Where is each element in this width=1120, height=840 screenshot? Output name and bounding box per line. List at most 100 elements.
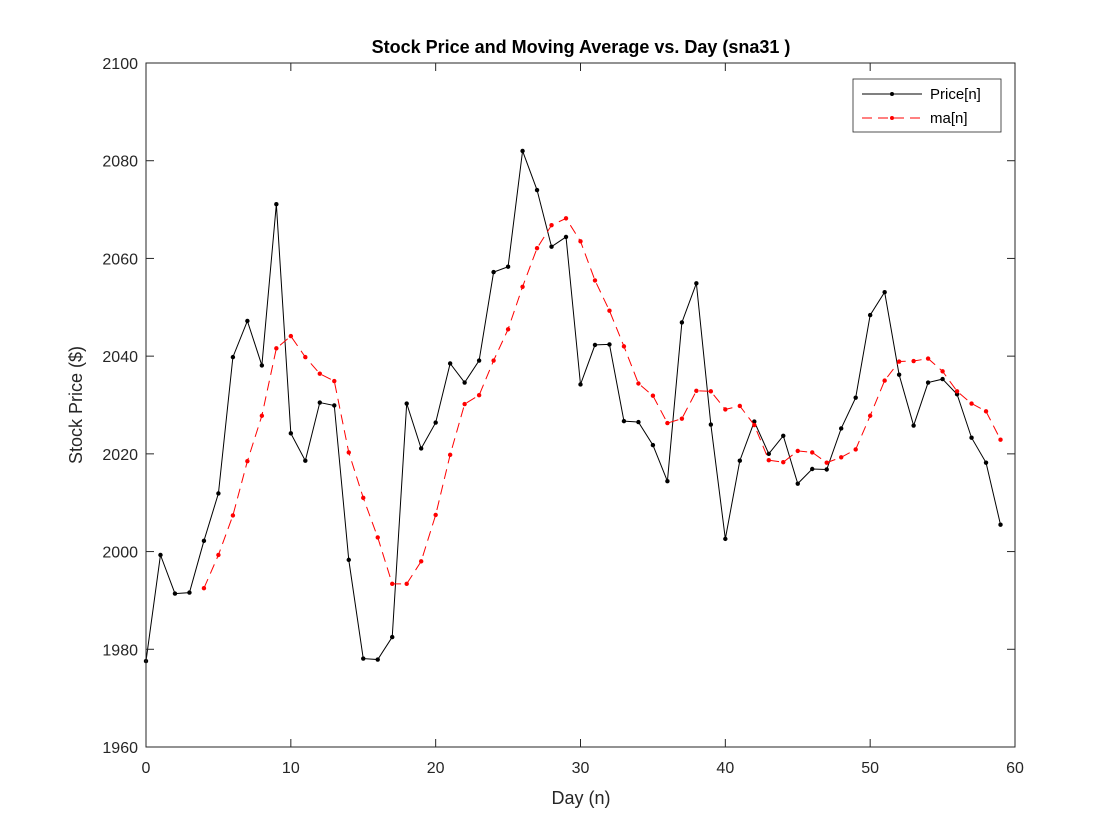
data-point-price [665, 479, 670, 484]
data-point-price [853, 395, 858, 400]
data-point-ma [781, 459, 786, 465]
data-point-ma [332, 378, 337, 384]
data-point-price [245, 318, 250, 324]
data-point-price [839, 426, 844, 431]
data-point-ma [491, 358, 496, 363]
data-point-price [940, 376, 945, 382]
data-point-ma [636, 381, 641, 386]
data-point-price [259, 363, 265, 368]
x-tick-label: 40 [716, 760, 734, 777]
data-point-ma [650, 393, 656, 398]
data-point-price [882, 289, 887, 295]
y-tick-label: 2040 [102, 349, 138, 366]
data-point-price [332, 403, 337, 408]
y-tick-label: 2100 [102, 56, 138, 73]
y-tick-label: 2060 [102, 251, 138, 268]
plot-area [146, 63, 1015, 747]
data-point-ma [245, 458, 250, 464]
data-point-ma [447, 452, 453, 458]
y-tick-label: 2020 [102, 447, 138, 464]
ticks-layer: 0 10 20 30 40 50 60 1960 1980 2000 2020 2040 2060 208… [102, 56, 1024, 777]
data-point-ma [694, 388, 699, 394]
x-tick-label: 30 [572, 760, 590, 777]
x-axis-label: Day (n) [551, 788, 610, 808]
x-tick-label: 0 [142, 760, 151, 777]
data-point-ma [578, 239, 583, 244]
data-point-ma [230, 513, 236, 518]
data-point-price [607, 342, 612, 347]
data-point-price [911, 423, 916, 428]
data-point-ma [549, 223, 554, 228]
y-tick-label: 1960 [102, 740, 138, 757]
data-point-price [867, 312, 873, 318]
data-point-ma [940, 369, 945, 374]
data-point-ma [433, 512, 438, 518]
data-point-price [752, 419, 757, 424]
data-point-price [781, 433, 786, 438]
data-point-price [375, 657, 380, 662]
data-point-price [201, 538, 207, 544]
data-point-ma [839, 455, 844, 460]
data-point-price [534, 187, 540, 193]
legend-label-price: Price[n] [930, 86, 981, 103]
data-point-price [433, 420, 438, 425]
data-point-price [737, 458, 743, 463]
chart-title: Stock Price and Moving Average vs. Day (… [372, 37, 791, 57]
data-point-ma [390, 581, 395, 587]
data-point-price [896, 372, 902, 377]
data-point-price [158, 552, 163, 558]
data-point-ma [954, 389, 960, 394]
data-point-price [476, 358, 482, 363]
data-point-price [824, 467, 829, 472]
data-point-price [520, 148, 525, 154]
data-point-ma [708, 389, 714, 394]
x-tick-label: 60 [1006, 760, 1024, 777]
data-point-price [636, 419, 641, 425]
data-point-ma [998, 437, 1003, 442]
data-point-ma [274, 346, 279, 351]
data-point-ma [404, 581, 409, 587]
data-point-price [216, 491, 221, 496]
data-point-price [172, 591, 178, 596]
data-point-ma [766, 458, 771, 463]
data-point-price [592, 342, 598, 348]
data-point-ma [201, 586, 207, 591]
data-point-price [810, 466, 815, 472]
data-point-price [723, 536, 728, 542]
data-point-price [187, 590, 192, 595]
series-line-price [145, 150, 1002, 662]
data-point-price [447, 361, 453, 366]
legend-marker-price [890, 92, 894, 96]
data-point-price [621, 418, 627, 424]
data-point-price [317, 400, 322, 405]
data-point-ma [665, 420, 670, 426]
data-point-ma [520, 284, 525, 289]
data-point-price [274, 201, 279, 207]
data-point-price [766, 451, 771, 457]
data-point-ma [361, 495, 366, 501]
legend: Price[n] ma[n] [852, 78, 1002, 133]
data-point-price [505, 264, 511, 269]
data-point-price [491, 269, 496, 275]
data-point-ma [752, 422, 757, 428]
data-point-price [288, 431, 294, 436]
x-tick-label: 10 [282, 760, 300, 777]
y-axis-label: Stock Price ($) [66, 346, 86, 464]
data-point-price [983, 460, 989, 465]
data-point-ma [317, 371, 322, 376]
data-point-price [694, 281, 699, 286]
data-point-ma [925, 356, 931, 361]
data-point-price [795, 481, 800, 486]
data-point-ma [563, 216, 569, 221]
data-point-ma [737, 403, 743, 409]
data-point-ma [911, 358, 916, 364]
data-point-price [998, 522, 1003, 527]
x-tick-label: 20 [427, 760, 445, 777]
y-tick-label: 1980 [102, 642, 138, 659]
data-point-price [404, 401, 409, 406]
data-point-price [969, 435, 974, 440]
data-point-ma [824, 460, 829, 465]
legend-marker-ma [890, 116, 894, 120]
